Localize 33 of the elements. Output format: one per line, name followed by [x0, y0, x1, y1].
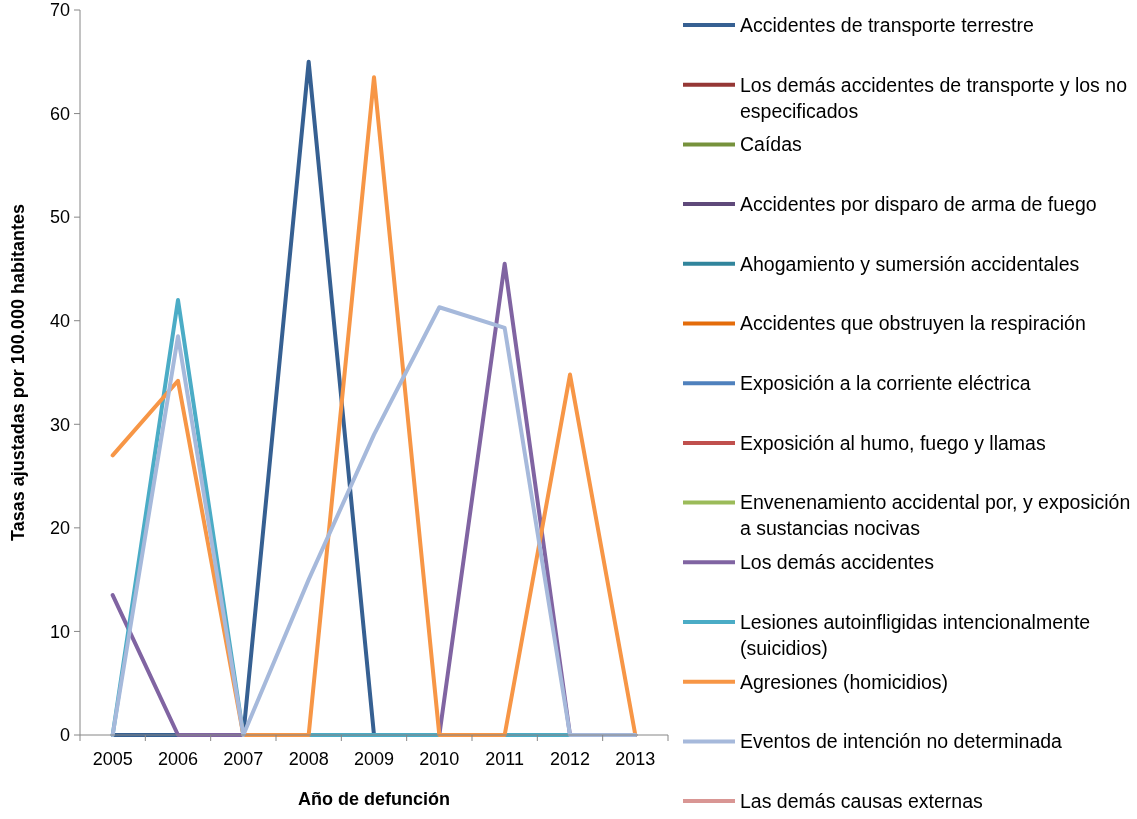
legend-label: Eventos de intención no determinada — [740, 730, 1063, 753]
y-tick-label: 40 — [49, 311, 70, 332]
y-tick-label: 60 — [49, 103, 70, 124]
y-tick-label: 70 — [49, 0, 70, 21]
legend-label: Agresiones (homicidios) — [740, 670, 949, 693]
x-tick-label: 2012 — [549, 749, 591, 769]
x-tick-label: 2006 — [157, 749, 199, 769]
legend-label: Envenenamiento accidental por, y exposición a sustancias nocivas — [740, 491, 1131, 540]
legend-label: Los demás accidentes — [740, 551, 935, 574]
x-tick-label: 2008 — [288, 749, 329, 769]
y-tick-label: 10 — [49, 621, 70, 642]
x-tick-label: 2007 — [223, 749, 264, 769]
x-tick-label: 2009 — [353, 749, 395, 769]
y-axis-title: Tasas ajustadas por 100.000 habitantes — [8, 204, 28, 541]
x-axis-title: Año de defunción — [298, 789, 450, 809]
legend-label: Exposición a la corriente eléctrica — [740, 372, 1031, 395]
y-tick-label: 30 — [49, 414, 70, 435]
legend-label: Accidentes de transporte terrestre — [740, 13, 1034, 36]
legend-label: Las demás causas externas — [740, 789, 984, 812]
y-tick-label: 50 — [49, 207, 70, 228]
x-tick-label: 2013 — [615, 749, 656, 769]
legend-label: Exposición al humo, fuego y llamas — [740, 431, 1046, 454]
x-tick-label: 2010 — [419, 749, 460, 769]
legend-label: Accidentes que obstruyen la respiración — [740, 312, 1086, 335]
legend-label: Los demás accidentes de transporte y los no especificados — [740, 73, 1128, 122]
y-tick-label: 20 — [49, 518, 70, 539]
x-tick-label: 2011 — [485, 749, 525, 769]
x-tick-label: 2005 — [92, 749, 133, 769]
legend-label: Ahogamiento y sumersión accidentales — [740, 252, 1080, 275]
legend-label: Lesiones autoinfligidas intencionalmente (suicidios) — [740, 610, 1091, 659]
y-tick-label: 0 — [59, 725, 70, 746]
legend-label: Caídas — [740, 133, 803, 156]
legend-label: Accidentes por disparo de arma de fuego — [740, 192, 1097, 215]
